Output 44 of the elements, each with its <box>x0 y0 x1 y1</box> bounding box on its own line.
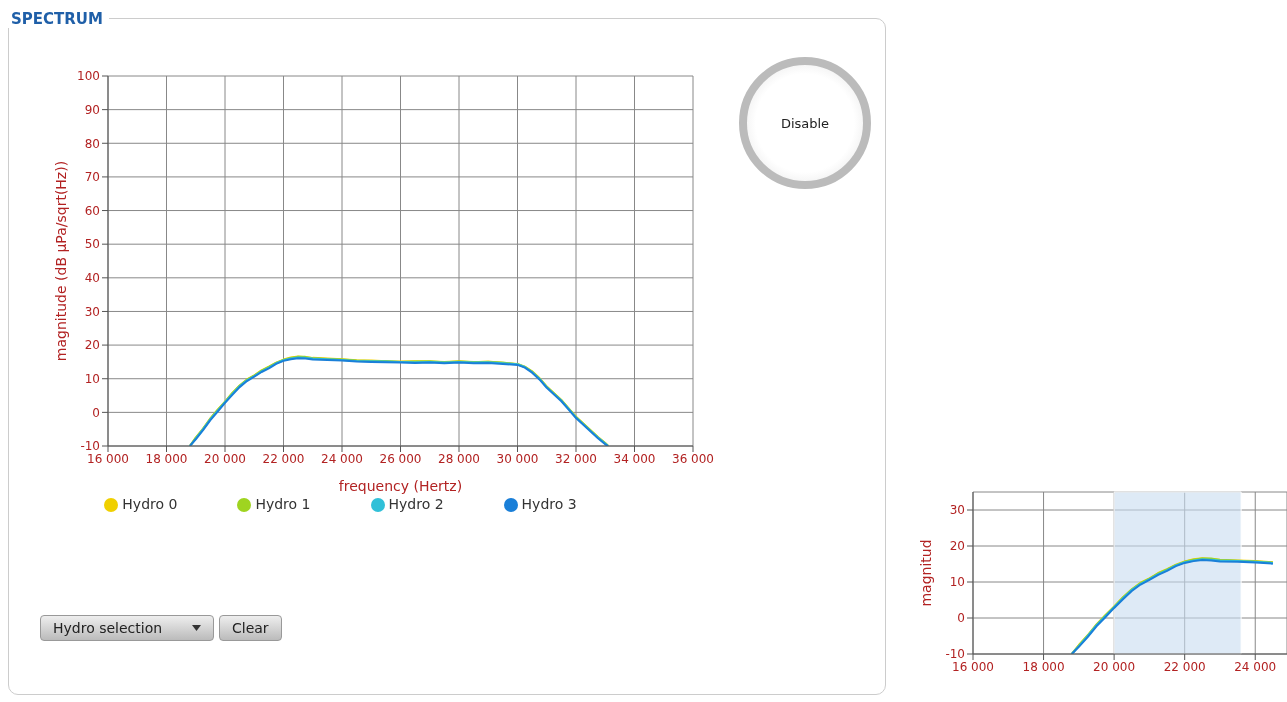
x-tick-label: 36 000 <box>672 451 714 466</box>
y-tick-label: 100 <box>77 69 100 84</box>
x-axis-title: frequency (Hertz) <box>338 478 463 494</box>
y-tick-label: 0 <box>957 611 965 626</box>
x-tick-label: 16 000 <box>87 451 129 466</box>
x-tick-label: 28 000 <box>438 451 480 466</box>
x-tick-label: 18 000 <box>1022 659 1065 674</box>
x-tick-label: 22 000 <box>262 451 305 466</box>
x-tick-label: 32 000 <box>555 451 597 466</box>
y-tick-label: 30 <box>949 503 965 518</box>
x-tick-label: 22 000 <box>1163 659 1206 674</box>
legend-label: Hydro 2 <box>388 496 444 512</box>
y-tick-label: 20 <box>949 539 965 554</box>
x-tick-label: 16 000 <box>952 659 994 674</box>
legend-label: Hydro 0 <box>122 496 178 512</box>
x-tick-label: 24 000 <box>321 451 363 466</box>
y-tick-label: 10 <box>949 575 965 590</box>
x-tick-label: 20 000 <box>204 451 246 466</box>
x-tick-label: 30 000 <box>496 451 539 466</box>
toggle-knob: Disable <box>739 57 871 189</box>
chart-title: SPECTRUM <box>8 10 109 28</box>
y-tick-label: -10 <box>945 647 965 662</box>
y-tick-label: 70 <box>84 170 100 185</box>
y-tick-label: 60 <box>84 203 100 218</box>
legend-label: Hydro 3 <box>521 496 577 512</box>
x-tick-label: 34 000 <box>613 451 656 466</box>
y-tick-label: -10 <box>80 439 100 454</box>
y-tick-label: 40 <box>84 271 100 286</box>
y-tick-label: 30 <box>84 304 100 319</box>
y-axis-title: magnitud <box>917 539 934 607</box>
y-tick-label: 0 <box>92 405 100 420</box>
text: Clear <box>219 615 282 641</box>
y-tick-label: 80 <box>84 136 100 151</box>
y-tick-label: 10 <box>84 371 100 386</box>
x-tick-label: 24 000 <box>1234 659 1277 674</box>
legend-label: Hydro 1 <box>255 496 311 512</box>
y-tick-label: 50 <box>84 237 100 252</box>
y-tick-label: 20 <box>84 338 100 353</box>
y-axis-title: magnitude (dB µPa/sqrt(Hz)) <box>52 160 69 362</box>
x-tick-label: 26 000 <box>379 451 422 466</box>
x-tick-label: 18 000 <box>145 451 188 466</box>
text: Hydro selection <box>40 615 214 641</box>
x-tick-label: 20 000 <box>1093 659 1136 674</box>
y-tick-label: 90 <box>84 102 100 117</box>
